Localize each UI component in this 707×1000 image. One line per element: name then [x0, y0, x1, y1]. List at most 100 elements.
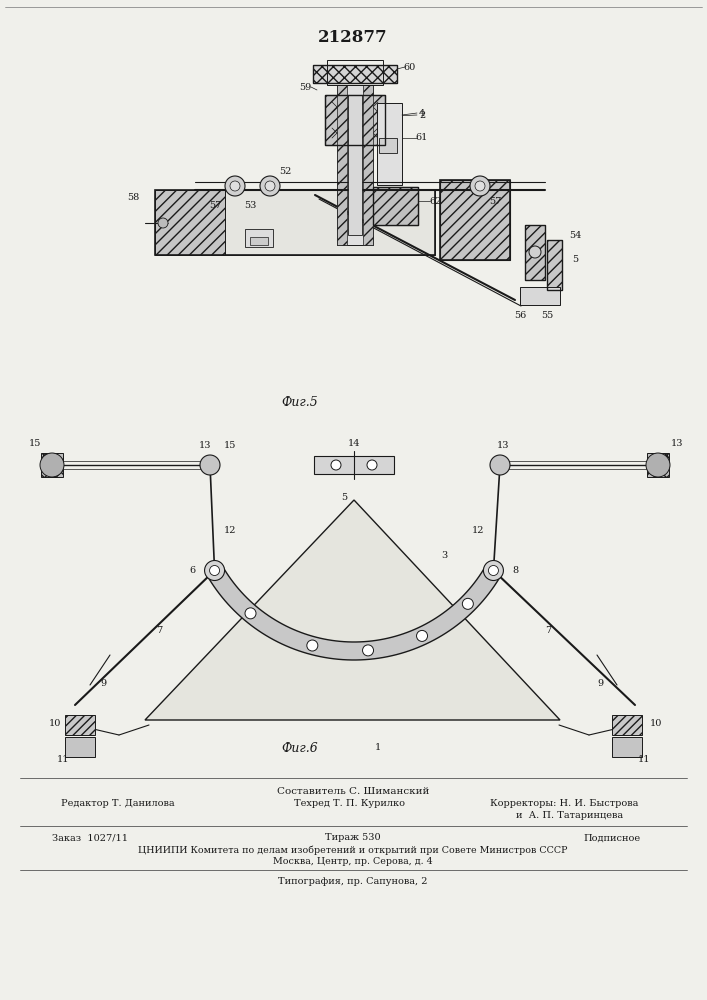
Polygon shape	[206, 566, 501, 660]
Circle shape	[225, 176, 245, 196]
Circle shape	[646, 453, 670, 477]
Circle shape	[367, 460, 377, 470]
Bar	[363, 85, 373, 245]
Text: 61: 61	[416, 133, 428, 142]
Text: и  А. П. Татаринцева: и А. П. Татаринцева	[516, 812, 624, 820]
Text: 5: 5	[572, 255, 578, 264]
Bar	[612, 737, 642, 757]
Circle shape	[462, 598, 474, 609]
Bar	[547, 240, 562, 290]
Circle shape	[363, 645, 373, 656]
Text: 8: 8	[513, 566, 518, 575]
Bar	[373, 187, 418, 225]
Bar	[337, 85, 373, 245]
Bar	[379, 138, 397, 153]
Text: 52: 52	[279, 167, 291, 176]
Circle shape	[265, 181, 275, 191]
Text: 58: 58	[127, 194, 139, 202]
Text: Москва, Центр, пр. Серова, д. 4: Москва, Центр, пр. Серова, д. 4	[273, 856, 433, 865]
Bar	[325, 95, 385, 145]
Bar	[520, 287, 560, 305]
Bar	[313, 65, 397, 83]
Text: 54: 54	[569, 231, 581, 239]
Text: 6: 6	[189, 566, 196, 575]
Text: 11: 11	[638, 756, 650, 764]
Circle shape	[245, 608, 256, 619]
Text: 56: 56	[514, 310, 526, 320]
Bar	[440, 180, 510, 260]
Bar	[348, 95, 362, 235]
Text: Тираж 530: Тираж 530	[325, 834, 381, 842]
Text: 7: 7	[545, 626, 551, 635]
Text: 62: 62	[430, 196, 442, 206]
Circle shape	[416, 630, 428, 641]
Text: Техред Т. П. Курилко: Техред Т. П. Курилко	[293, 800, 404, 808]
Bar	[377, 103, 402, 185]
Circle shape	[40, 453, 64, 477]
Text: Подписное: Подписное	[583, 834, 641, 842]
Text: 13: 13	[199, 440, 211, 450]
Bar	[250, 237, 268, 245]
Bar	[65, 737, 95, 757]
Text: Заказ  1027/11: Заказ 1027/11	[52, 834, 128, 842]
Text: 59: 59	[299, 83, 311, 92]
Circle shape	[484, 560, 503, 580]
Bar	[647, 453, 669, 477]
Text: 12: 12	[472, 526, 485, 535]
Text: 12: 12	[223, 526, 236, 535]
Text: 60: 60	[404, 62, 416, 72]
Bar	[547, 240, 562, 290]
Circle shape	[230, 181, 240, 191]
Bar	[225, 190, 435, 255]
Text: 5: 5	[341, 493, 347, 502]
Text: 1: 1	[375, 744, 381, 752]
Bar	[327, 60, 383, 85]
Text: Фиг.5: Фиг.5	[281, 395, 318, 408]
Bar	[155, 190, 225, 255]
Text: 7: 7	[156, 626, 163, 635]
Bar	[373, 187, 418, 225]
Circle shape	[490, 455, 510, 475]
Circle shape	[209, 566, 220, 576]
Circle shape	[307, 640, 318, 651]
Text: 9: 9	[597, 678, 603, 688]
Text: 212877: 212877	[318, 28, 388, 45]
Text: 9: 9	[100, 678, 106, 688]
Bar	[245, 229, 273, 247]
Text: 14: 14	[348, 438, 361, 448]
Bar	[325, 95, 385, 145]
Text: 4: 4	[419, 108, 425, 117]
Text: Корректоры: Н. И. Быстрова: Корректоры: Н. И. Быстрова	[490, 800, 638, 808]
Circle shape	[204, 560, 225, 580]
Text: 2: 2	[420, 110, 426, 119]
Circle shape	[489, 566, 498, 576]
Bar	[155, 190, 435, 255]
Text: 10: 10	[49, 718, 62, 728]
Text: 15: 15	[224, 440, 236, 450]
Bar	[525, 225, 545, 280]
Circle shape	[475, 181, 485, 191]
Text: 15: 15	[29, 438, 41, 448]
Bar	[314, 456, 394, 474]
Text: 55: 55	[541, 310, 553, 320]
Bar	[612, 715, 642, 735]
Text: 11: 11	[57, 756, 69, 764]
Text: Типография, пр. Сапунова, 2: Типография, пр. Сапунова, 2	[279, 878, 428, 886]
Text: Редактор Т. Данилова: Редактор Т. Данилова	[62, 800, 175, 808]
Circle shape	[470, 176, 490, 196]
Text: 3: 3	[441, 550, 447, 560]
Text: 53: 53	[244, 202, 256, 211]
Bar	[373, 187, 418, 225]
Text: 13: 13	[671, 438, 683, 448]
Circle shape	[331, 460, 341, 470]
Bar	[337, 85, 347, 245]
Circle shape	[529, 246, 541, 258]
Circle shape	[200, 455, 220, 475]
Text: 13: 13	[497, 440, 509, 450]
Circle shape	[260, 176, 280, 196]
Text: Составитель С. Шиманский: Составитель С. Шиманский	[277, 786, 429, 796]
Bar	[65, 715, 95, 735]
Bar	[440, 180, 510, 260]
Bar	[525, 225, 545, 280]
Bar	[41, 453, 63, 477]
